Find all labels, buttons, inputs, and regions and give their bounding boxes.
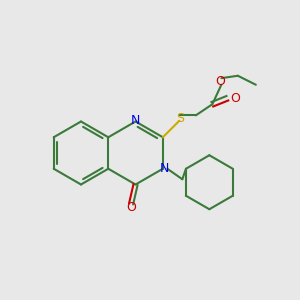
Text: O: O	[126, 201, 136, 214]
Text: N: N	[131, 113, 140, 127]
Text: O: O	[230, 92, 240, 105]
Text: S: S	[176, 112, 184, 125]
Text: N: N	[160, 162, 169, 175]
Text: O: O	[215, 75, 225, 88]
